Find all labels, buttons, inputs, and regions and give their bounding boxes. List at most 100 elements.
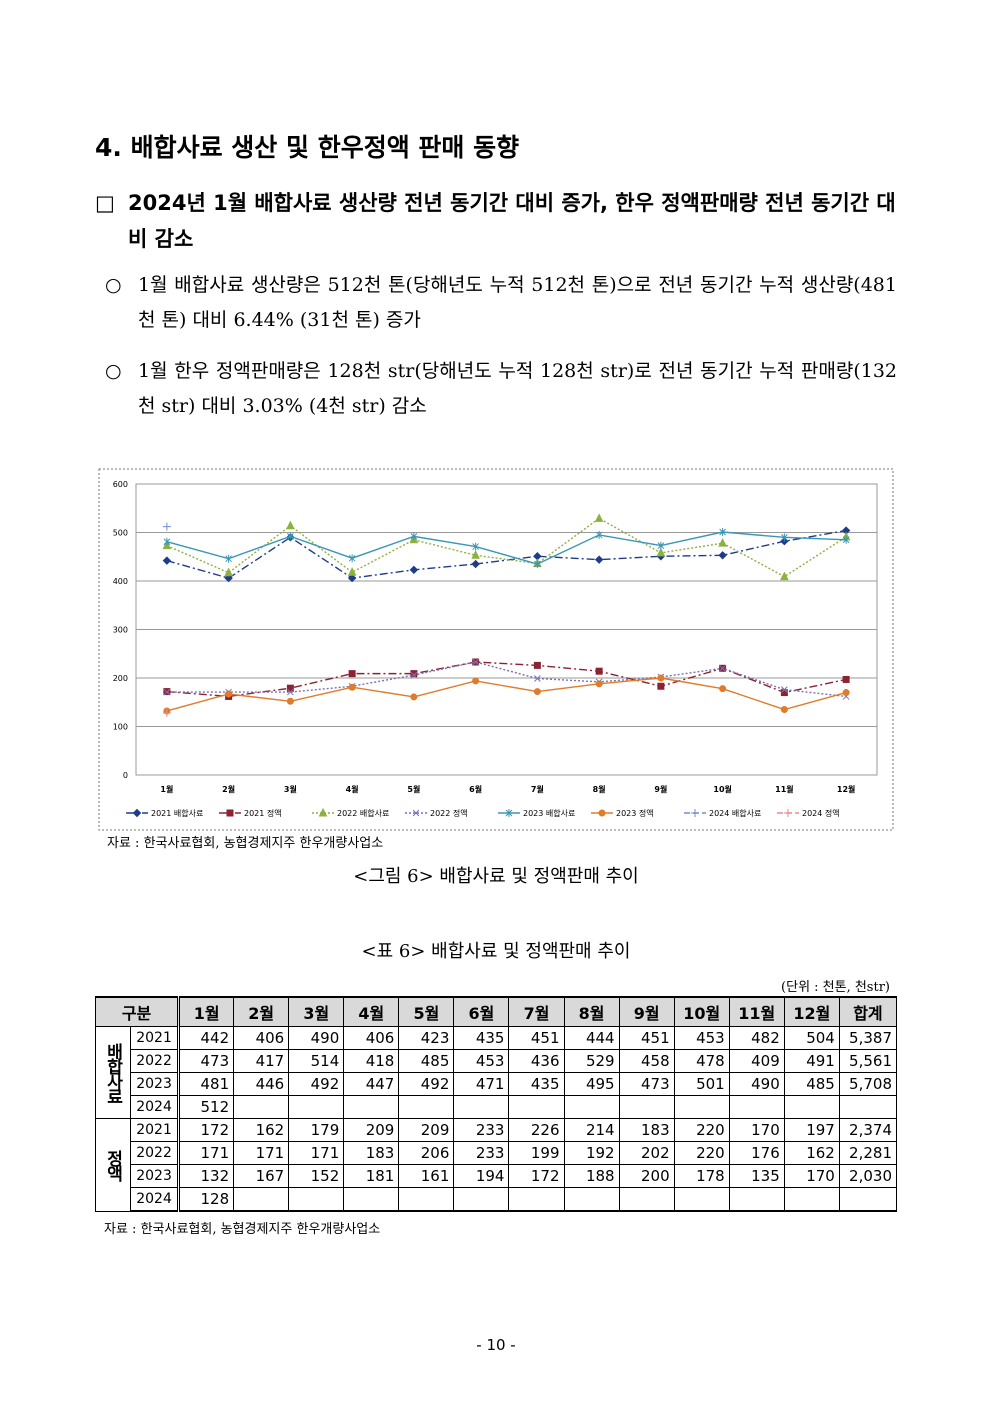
x-tick-label: 7월 bbox=[531, 784, 544, 794]
value-cell bbox=[508, 1187, 565, 1212]
header-cell: 합계 bbox=[838, 996, 898, 1027]
row: 2022 473 417 514 418 485 453 436 529 458 478 409 491… bbox=[96, 1049, 898, 1073]
value-cell: 417 bbox=[233, 1049, 290, 1073]
value-cell: 135 bbox=[728, 1164, 785, 1188]
value-cell: 447 bbox=[343, 1072, 400, 1096]
series-line bbox=[166, 517, 847, 578]
value-cell bbox=[673, 1095, 730, 1119]
value-cell: 171 bbox=[233, 1141, 290, 1165]
header-cell: 9월 bbox=[618, 996, 675, 1027]
x-tick-label: 11월 bbox=[775, 784, 794, 794]
header-cell: 11월 bbox=[728, 996, 785, 1027]
value-cell bbox=[288, 1187, 345, 1212]
value-cell: 192 bbox=[563, 1141, 620, 1165]
value-cell: 214 bbox=[563, 1118, 620, 1142]
legend-marker bbox=[318, 807, 328, 817]
bullet: ○ 1월 배합사료 생산량은 512천 톤(당해년도 누적 512천 톤)으로 전… bbox=[105, 268, 897, 338]
summary-text: 2024년 1월 배합사료 생산량 전년 동기간 대비 증가, 한우 정액판매량… bbox=[128, 191, 896, 251]
point bbox=[347, 573, 357, 583]
row: 2022 171 171 171 183 206 233 199 192 202 220 176 162… bbox=[96, 1141, 898, 1165]
value-cell: 490 bbox=[728, 1072, 785, 1096]
point bbox=[224, 567, 233, 577]
value-cell: 458 bbox=[618, 1049, 675, 1073]
value-cell bbox=[783, 1095, 840, 1119]
legend-marker bbox=[598, 809, 606, 817]
legend-marker bbox=[784, 809, 792, 817]
header-row: 구분 1월 2월 3월 4월 5월 6월 7월 8월 9월 10월 11월 12월 합계 bbox=[94, 996, 898, 1027]
legend-marker bbox=[691, 809, 699, 817]
unit: (단위 : 천톤, 천str) bbox=[781, 980, 890, 995]
value-cell: 478 bbox=[673, 1049, 730, 1073]
x-tick-label: 12월 bbox=[837, 784, 856, 794]
row: 정액 2021 172 162 179 209 209 233 226 214 183 220 170 1… bbox=[94, 1118, 898, 1212]
point bbox=[410, 670, 418, 678]
point bbox=[718, 538, 727, 547]
data-table: 구분 1월 2월 3월 4월 5월 6월 7월 8월 9월 10월 11월 12월 합계 배합사료 2021 4… bbox=[94, 996, 898, 1212]
header-cell: 2월 bbox=[233, 996, 290, 1027]
point bbox=[780, 706, 788, 714]
point bbox=[287, 688, 294, 696]
value-cell: 490 bbox=[288, 1026, 345, 1050]
value-cell: 162 bbox=[783, 1141, 840, 1165]
legend-marker bbox=[132, 808, 142, 818]
point bbox=[348, 683, 356, 691]
value-cell: 170 bbox=[728, 1118, 785, 1142]
point bbox=[471, 559, 480, 569]
value-cell: 473 bbox=[618, 1072, 675, 1096]
value-cell: 501 bbox=[673, 1072, 730, 1096]
value-cell bbox=[398, 1095, 455, 1119]
year-cell: 2021 bbox=[130, 1118, 181, 1142]
total-cell bbox=[838, 1095, 898, 1119]
value-cell: 200 bbox=[618, 1164, 675, 1188]
value-cell: 423 bbox=[398, 1026, 455, 1050]
point bbox=[472, 542, 479, 551]
point bbox=[471, 550, 480, 559]
point bbox=[162, 556, 172, 565]
legend-label: 2022 배합사료 bbox=[337, 809, 389, 818]
header-cell: 3월 bbox=[288, 996, 345, 1027]
value-cell: 453 bbox=[673, 1026, 730, 1050]
point bbox=[348, 670, 356, 678]
point bbox=[719, 528, 726, 537]
point bbox=[719, 685, 727, 693]
value-cell: 132 bbox=[178, 1164, 235, 1188]
value-cell bbox=[343, 1095, 400, 1119]
table-caption: <표 6> 배합사료 및 정액판매 추이 bbox=[361, 941, 631, 962]
row: 2024 512 bbox=[96, 1095, 898, 1119]
series-line bbox=[166, 661, 847, 698]
point bbox=[472, 677, 480, 685]
value-cell: 183 bbox=[618, 1118, 675, 1142]
x-tick-label: 10월 bbox=[713, 784, 732, 794]
point bbox=[533, 688, 541, 696]
value-cell bbox=[618, 1095, 675, 1119]
y-tick-label: 300 bbox=[113, 626, 128, 635]
y-tick-label: 0 bbox=[123, 771, 128, 780]
x-tick-label: 4월 bbox=[346, 784, 359, 794]
figure-caption: <그림 6> 배합사료 및 정액판매 추이 bbox=[353, 866, 639, 887]
year-cell: 2023 bbox=[130, 1072, 181, 1096]
year-cell: 2024 bbox=[130, 1095, 181, 1119]
point bbox=[842, 535, 850, 544]
point bbox=[534, 560, 541, 569]
point bbox=[781, 533, 788, 542]
y-tick-label: 600 bbox=[113, 480, 128, 489]
y-tick-label: 200 bbox=[113, 674, 128, 683]
point bbox=[347, 567, 357, 576]
x-tick-label: 2월 bbox=[222, 784, 235, 794]
group-label: 배합사료 bbox=[94, 1026, 132, 1119]
year-cell: 2022 bbox=[130, 1141, 181, 1165]
value-cell: 167 bbox=[233, 1164, 290, 1188]
chart-source: 자료 : 한국사료협회, 농협경제지주 한우개량사업소 bbox=[107, 836, 384, 851]
total-cell: 2,374 bbox=[838, 1118, 898, 1142]
header-cell: 6월 bbox=[453, 996, 510, 1027]
value-cell: 529 bbox=[563, 1049, 620, 1073]
summary: □ 2024년 1월 배합사료 생산량 전년 동기간 대비 증가, 한우 정액판매… bbox=[95, 185, 900, 257]
section-title: 4. 배합사료 생산 및 한우정액 판매 동향 bbox=[95, 133, 520, 162]
bullet: ○ 1월 한우 정액판매량은 128천 str(당해년도 누적 128천 str)… bbox=[105, 354, 897, 424]
value-cell: 171 bbox=[178, 1141, 235, 1165]
value-cell: 171 bbox=[288, 1141, 345, 1165]
value-cell: 162 bbox=[233, 1118, 290, 1142]
point bbox=[286, 520, 295, 530]
value-cell: 435 bbox=[508, 1072, 565, 1096]
